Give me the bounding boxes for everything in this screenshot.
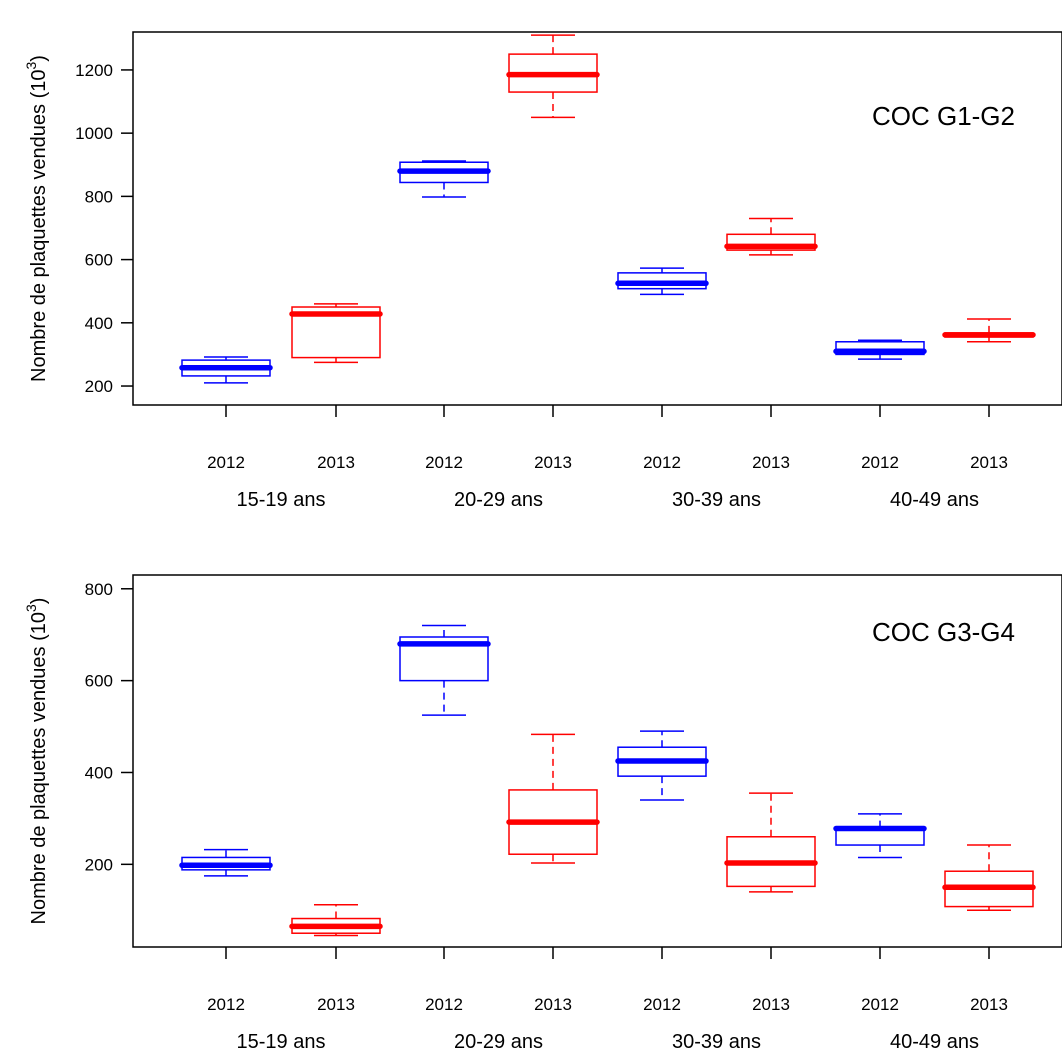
x-tick-label: 2013: [317, 453, 355, 472]
box-2012-40-49-ans: [833, 813, 927, 859]
box-2012-30-39-ans: [615, 730, 709, 801]
x-tick-label: 2012: [207, 995, 245, 1014]
group-label: 30-39 ans: [672, 489, 761, 511]
x-tick-label: 2012: [861, 453, 899, 472]
box-2013-30-39-ans: [724, 217, 818, 256]
x-tick-label: 2012: [643, 995, 681, 1014]
y-tick-label: 600: [85, 251, 113, 270]
x-tick-label: 2012: [425, 995, 463, 1014]
group-label: 20-29 ans: [454, 489, 543, 511]
x-tick-label: 2013: [970, 453, 1008, 472]
x-tick-label: 2013: [752, 995, 790, 1014]
chart-panel-1: 200 400 600 800 1000 1200 2012 2013 2012 2013 2012…: [23, 31, 1062, 511]
x-tick-label: 2013: [752, 453, 790, 472]
x-tick-label: 2012: [861, 995, 899, 1014]
x-tick-label: 2012: [425, 453, 463, 472]
group-label: 15-19 ans: [237, 489, 326, 511]
x-tick-label: 2012: [643, 453, 681, 472]
panel-label: COC G1-G2: [872, 101, 1015, 131]
y-tick-label: 400: [85, 314, 113, 333]
box-2012-15-19-ans: [179, 356, 273, 384]
box-2012-15-19-ans: [179, 848, 273, 877]
x-tick-label: 2013: [970, 995, 1008, 1014]
group-label: 30-39 ans: [672, 1031, 761, 1052]
chart-panel-2: 200 400 600 800 2012 2013 2012 2013 2012 2013 2012…: [23, 574, 1062, 1052]
box-2012-40-49-ans: [833, 339, 927, 360]
box-2013-15-19-ans: [289, 903, 383, 937]
x-tick-label: 2013: [534, 453, 572, 472]
box-2013-20-29-ans: [506, 733, 600, 864]
y-tick-label: 1200: [75, 61, 113, 80]
plot-frame: [132, 574, 1062, 948]
x-tick-label: 2013: [317, 995, 355, 1014]
y-tick-label: 800: [85, 580, 113, 599]
y-tick-label: 800: [85, 187, 113, 206]
group-label: 40-49 ans: [890, 489, 979, 511]
y-axis-label: Nombre de plaquettes vendues (103): [23, 598, 50, 925]
box-2013-40-49-ans: [942, 318, 1036, 343]
group-label: 15-19 ans: [237, 1031, 326, 1052]
x-tick-label: 2013: [534, 995, 572, 1014]
group-label: 20-29 ans: [454, 1031, 543, 1052]
box-2013-20-29-ans: [506, 34, 600, 119]
x-tick-label: 2012: [207, 453, 245, 472]
box-2013-15-19-ans: [289, 303, 383, 364]
y-axis-label: Nombre de plaquettes vendues (103): [23, 55, 50, 382]
panel-label: COC G3-G4: [872, 617, 1015, 647]
box-2012-20-29-ans: [397, 624, 491, 716]
y-tick-label: 400: [85, 763, 113, 782]
plot-frame: [132, 31, 1062, 406]
y-tick-label: 1000: [75, 124, 113, 143]
group-label: 40-49 ans: [890, 1031, 979, 1052]
box-2012-20-29-ans: [397, 160, 491, 198]
y-tick-label: 600: [85, 672, 113, 691]
y-tick-label: 200: [85, 377, 113, 396]
box-2012-30-39-ans: [615, 267, 709, 296]
box-2013-30-39-ans: [724, 792, 818, 893]
box-2013-40-49-ans: [942, 844, 1036, 912]
y-tick-label: 200: [85, 855, 113, 874]
